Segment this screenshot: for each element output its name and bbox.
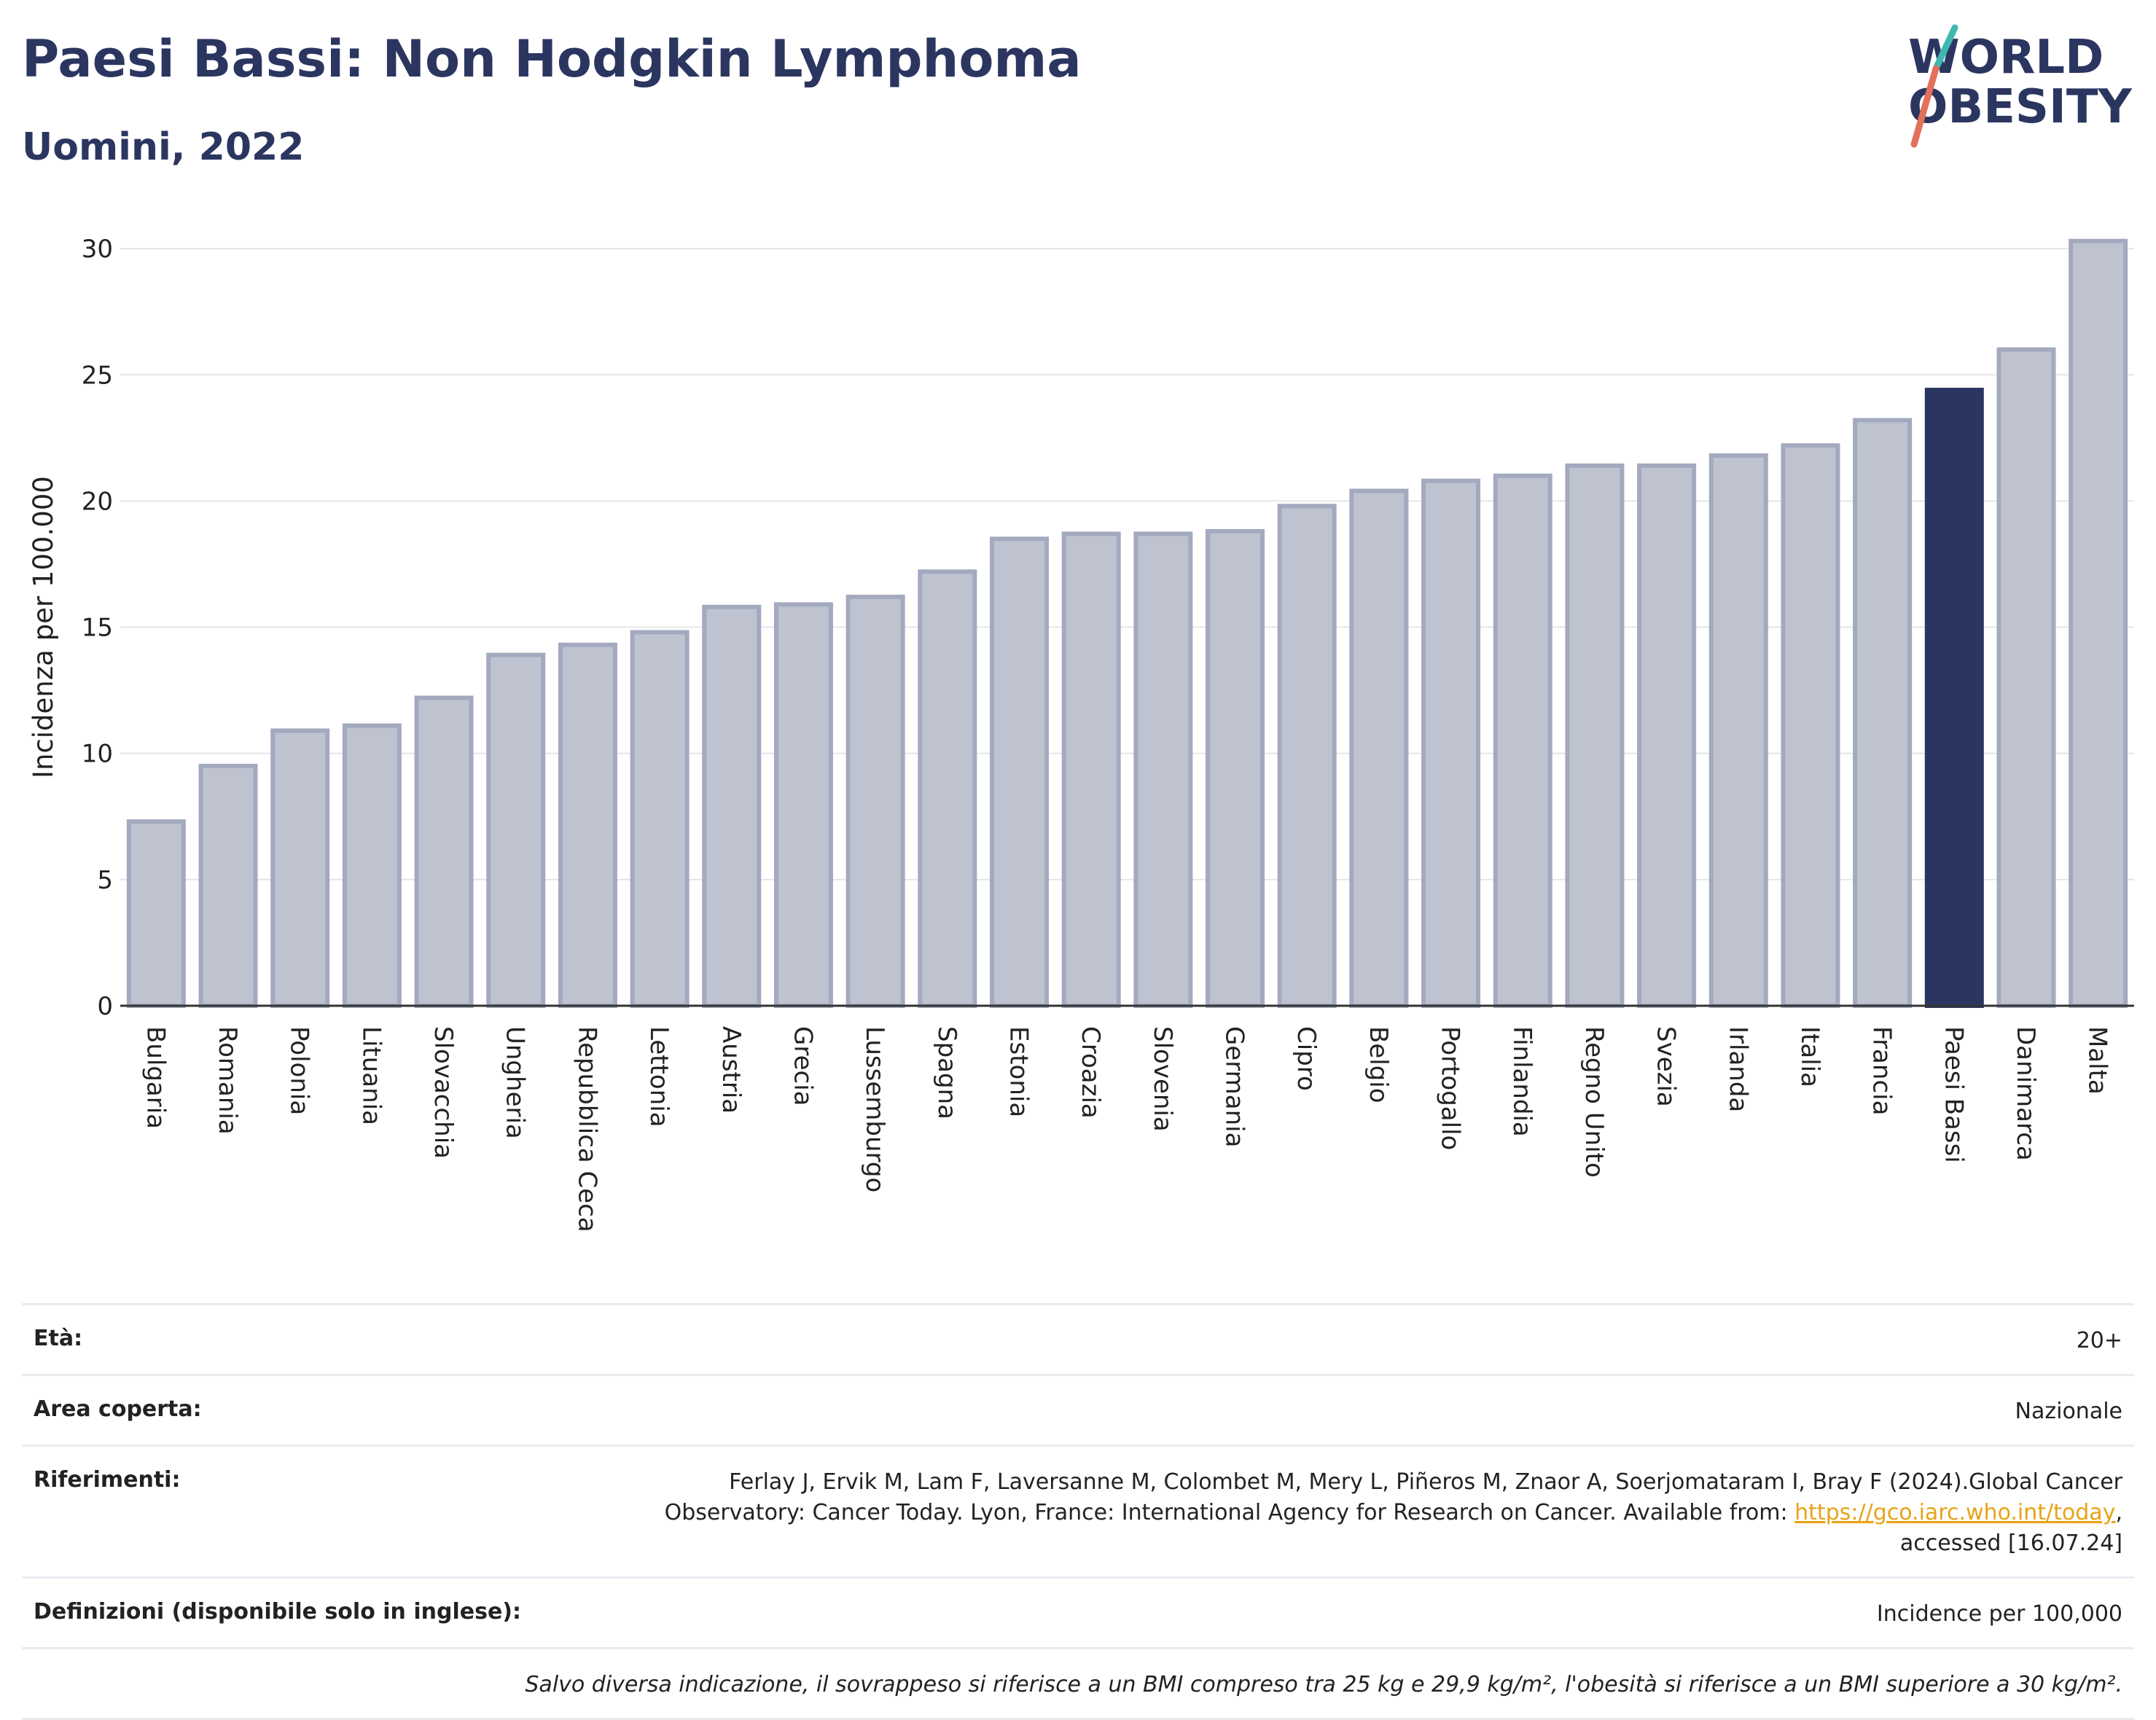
x-tick-label: Estonia [1004, 1026, 1033, 1117]
y-tick-label: 20 [82, 487, 113, 516]
references-line3: accessed [16.07.24] [1899, 1531, 2122, 1556]
references-label: Riferimenti: [34, 1467, 181, 1493]
bar-chart: 0 5 10 15 20 25 30 Incidenza per 100.000 Bulgari… [28, 235, 2134, 1232]
x-tick-label: Finlandia [1507, 1026, 1536, 1137]
y-tick-label: 10 [82, 740, 113, 769]
bar-svezia [1637, 463, 1697, 1008]
x-tick-label: Romania [213, 1026, 242, 1135]
bar-austria [702, 604, 762, 1008]
x-tick-label: Francia [1867, 1026, 1897, 1115]
bar-slovenia [1133, 531, 1193, 1008]
bmi-note: Salvo diversa indicazione, il sovrappeso… [525, 1672, 2122, 1697]
bar-italia [1781, 443, 1840, 1008]
definitions-label: Definizioni (disponibile solo in inglese… [34, 1599, 521, 1625]
y-tick-label: 0 [97, 992, 113, 1021]
references-value: Ferlay J, Ervik M, Lam F, Laversanne M, … [665, 1467, 2122, 1559]
bar-romania [198, 764, 258, 1008]
bar-belgio [1349, 488, 1409, 1009]
references-line1: Ferlay J, Ervik M, Lam F, Laversanne M, … [729, 1469, 2122, 1495]
x-tick-label: Grecia [788, 1026, 817, 1106]
x-tick-label: Ungheria [501, 1026, 530, 1139]
bar-estonia [989, 536, 1049, 1009]
references-link[interactable]: https://gco.iarc.who.int/today [1794, 1500, 2116, 1525]
x-tick-label: Slovenia [1148, 1026, 1177, 1132]
bar-malta [2069, 238, 2128, 1008]
bar-lussemburgo [845, 594, 905, 1008]
info-row-note: Salvo diversa indicazione, il sovrappeso… [22, 1647, 2134, 1720]
logo-slash-teal [1932, 24, 1958, 72]
x-tick-label: Cipro [1292, 1026, 1321, 1091]
y-axis-label: Incidenza per 100.000 [28, 476, 59, 778]
bar-slovacchia [414, 695, 474, 1008]
bar-polonia [270, 728, 330, 1009]
logo-line2: OBESITY [1908, 80, 2132, 134]
bar-croazia [1061, 531, 1121, 1008]
x-tick-label: Repubblica Ceca [572, 1026, 601, 1232]
x-tick-label: Slovacchia [429, 1026, 458, 1159]
x-tick-label: Lituania [356, 1026, 386, 1125]
x-tick-label: Italia [1795, 1026, 1824, 1087]
bar-germania [1206, 528, 1265, 1008]
x-tick-label: Malta [2083, 1026, 2112, 1095]
bar-cipro [1277, 504, 1337, 1008]
info-row-definitions: Definizioni (disponibile solo in inglese… [22, 1576, 2134, 1647]
bar-finlandia [1493, 473, 1552, 1008]
bar-regno-unito [1565, 463, 1625, 1008]
page-title: Paesi Bassi: Non Hodgkin Lymphoma [22, 29, 1082, 89]
x-tick-label: Lussemburgo [860, 1026, 889, 1192]
bar-spagna [918, 569, 977, 1008]
x-tick-label: Spagna [932, 1026, 961, 1119]
x-tick-label: Bulgaria [141, 1026, 170, 1129]
x-tick-label: Germania [1220, 1026, 1249, 1147]
x-tick-label: Danimarca [2011, 1026, 2040, 1161]
definitions-value: Incidence per 100,000 [1876, 1601, 2122, 1627]
y-tick-label: 15 [82, 614, 113, 643]
x-tick-label: Svezia [1652, 1026, 1681, 1107]
page-subtitle: Uomini, 2022 [22, 125, 305, 169]
world-obesity-logo: WORLD OBESITY [1908, 24, 2132, 148]
age-value: 20+ [2076, 1328, 2122, 1353]
x-tick-label: Croazia [1076, 1026, 1105, 1119]
logo-slash-coral [1910, 65, 1940, 148]
area-value: Nazionale [2015, 1399, 2122, 1424]
bar-repubblica-ceca [558, 642, 617, 1009]
x-tick-label: Paesi Bassi [1939, 1026, 1968, 1163]
info-row-area: Area coperta: Nazionale [22, 1374, 2134, 1445]
references-line2-end: , [2115, 1500, 2122, 1525]
bar-ungheria [486, 652, 546, 1008]
x-tick-label: Polonia [285, 1026, 314, 1115]
x-tick-label: Austria [716, 1026, 746, 1114]
area-label: Area coperta: [34, 1396, 202, 1422]
bar-paesi-bassi [1924, 388, 1984, 1008]
bar-grecia [773, 602, 833, 1008]
bar-bulgaria [126, 819, 186, 1008]
y-tick-label: 5 [97, 866, 113, 895]
bar-lettonia [630, 630, 690, 1008]
bar-danimarca [1996, 347, 2056, 1008]
x-tick-label: Regno Unito [1579, 1026, 1609, 1178]
bar-francia [1853, 418, 1913, 1009]
info-row-references: Riferimenti: Ferlay J, Ervik M, Lam F, L… [22, 1445, 2134, 1576]
bar-portogallo [1421, 478, 1481, 1009]
bar-lituania [342, 723, 402, 1008]
bar-irlanda [1708, 453, 1768, 1009]
y-tick-label: 30 [82, 235, 113, 264]
age-label: Età: [34, 1326, 83, 1351]
references-line2: Observatory: Cancer Today. Lyon, France:… [664, 1500, 1795, 1525]
info-row-age: Età: 20+ [22, 1303, 2134, 1374]
info-table: Età: 20+ Area coperta: Nazionale Riferim… [22, 1303, 2134, 1720]
x-tick-label: Belgio [1364, 1026, 1393, 1103]
y-tick-label: 25 [82, 361, 113, 390]
x-tick-label: Irlanda [1723, 1026, 1752, 1112]
x-tick-label: Portogallo [1436, 1026, 1465, 1150]
x-tick-label: Lettonia [644, 1026, 673, 1127]
